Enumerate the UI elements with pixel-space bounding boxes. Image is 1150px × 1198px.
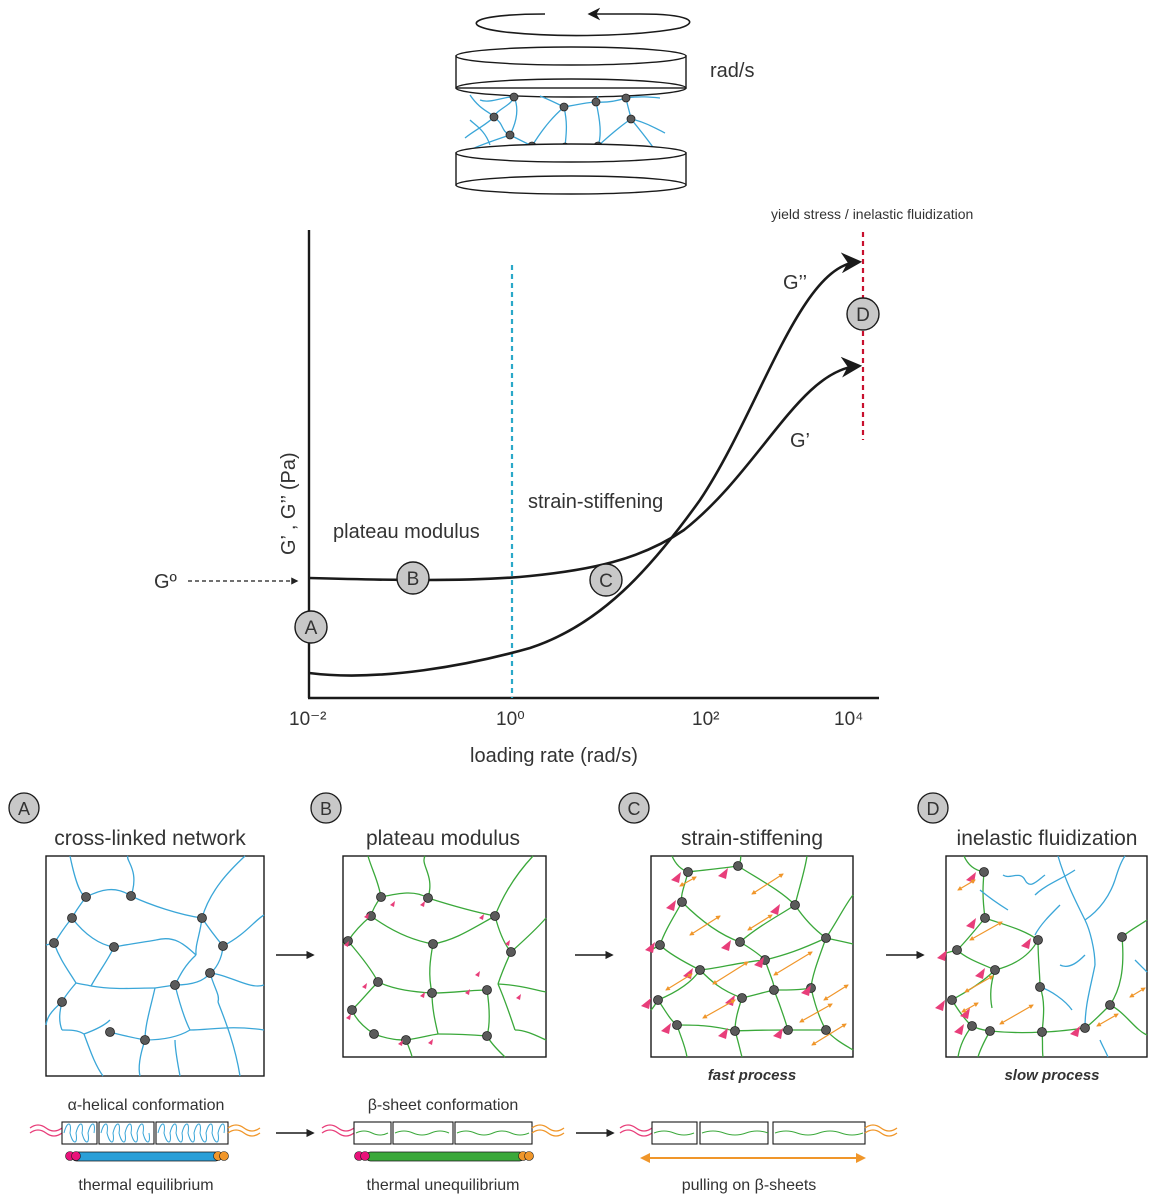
conformation-alpha: α-helical conformation thermal equilibri… (29, 1097, 261, 1194)
panel-box (45, 855, 265, 1077)
panel-letter: A (18, 799, 30, 819)
y-axis-label: G’ , G’’ (Pa) (278, 452, 300, 555)
stiffening-label: strain-stiffening (528, 491, 663, 513)
panel-d: D inelastic fluidization (917, 792, 1148, 1084)
panel-c: C strain-stiffening (618, 792, 854, 1084)
conformation-top-label: β-sheet conformation (368, 1097, 519, 1114)
g-double-prime-curve (308, 252, 863, 677)
panel-a: A cross-linked network (8, 792, 265, 1077)
plot-marker-c: C (589, 563, 623, 597)
rotation-arrow-icon (475, 7, 691, 37)
panel-b: B plateau modulus (310, 792, 547, 1058)
x-tick-label: 10⁻² (289, 709, 327, 730)
panel-title: inelastic fluidization (957, 827, 1138, 850)
plot-marker-d: D (846, 297, 880, 331)
plot-marker-b: B (396, 561, 430, 595)
conformation-bottom-label: thermal unequilibrium (367, 1177, 520, 1194)
top-plate (455, 46, 687, 98)
svg-text:C: C (599, 571, 613, 592)
g-prime-label: G’ (790, 430, 810, 452)
plot-marker-a: A (294, 610, 328, 644)
rheometer: rad/s (455, 7, 754, 195)
panel-letter: B (320, 799, 332, 819)
rheometer-units: rad/s (710, 60, 754, 82)
pink-markers (344, 901, 521, 1046)
panel-crosslinks (49, 891, 228, 1045)
conformation-bottom-label: thermal equilibrium (78, 1177, 213, 1194)
g-prime-curve (308, 356, 863, 582)
panel-crosslinks (653, 861, 831, 1036)
x-tick-label: 10⁰ (496, 709, 525, 730)
x-tick-labels: 10⁻² 10⁰ 10² 10⁴ (289, 709, 863, 730)
bottom-plate (455, 143, 687, 195)
equilibrium-bar (65, 1151, 229, 1162)
panel-crosslinks (343, 892, 516, 1045)
panel-letter: D (927, 799, 940, 819)
conformation-beta: β-sheet conformation thermal unequilibri… (321, 1097, 565, 1194)
panel-caption: fast process (708, 1067, 796, 1084)
orange-force-arrows (665, 873, 849, 1046)
panel-title: plateau modulus (366, 827, 520, 850)
rheology-plot: G’ , G’’ (Pa) loading rate (rad/s) 10⁻² … (154, 206, 973, 767)
svg-text:B: B (407, 569, 420, 590)
svg-text:A: A (305, 618, 318, 639)
panel-letter: C (628, 799, 641, 819)
panel-box (342, 855, 547, 1058)
orange-force-arrows (957, 879, 1146, 1027)
g-double-prime-label: G’’ (783, 272, 807, 294)
conformation-top-label: α-helical conformation (68, 1097, 225, 1114)
conformation-pulling: pulling on β-sheets (619, 1121, 898, 1194)
plateau-label: plateau modulus (333, 521, 480, 543)
x-tick-label: 10² (692, 709, 719, 730)
panel-caption: slow process (1004, 1067, 1099, 1084)
panel-title: strain-stiffening (681, 827, 823, 850)
helix-coils (63, 1123, 225, 1143)
panel-crosslinks (947, 867, 1127, 1037)
svg-text:D: D (856, 305, 870, 326)
g0-label: Gº (154, 571, 178, 593)
x-tick-label: 10⁴ (834, 709, 863, 730)
unequilibrium-bar (354, 1151, 534, 1162)
x-axis-label: loading rate (rad/s) (470, 745, 638, 767)
panel-title: cross-linked network (54, 827, 246, 850)
conformation-bottom-label: pulling on β-sheets (682, 1177, 817, 1194)
yield-label: yield stress / inelastic fluidization (771, 206, 973, 222)
